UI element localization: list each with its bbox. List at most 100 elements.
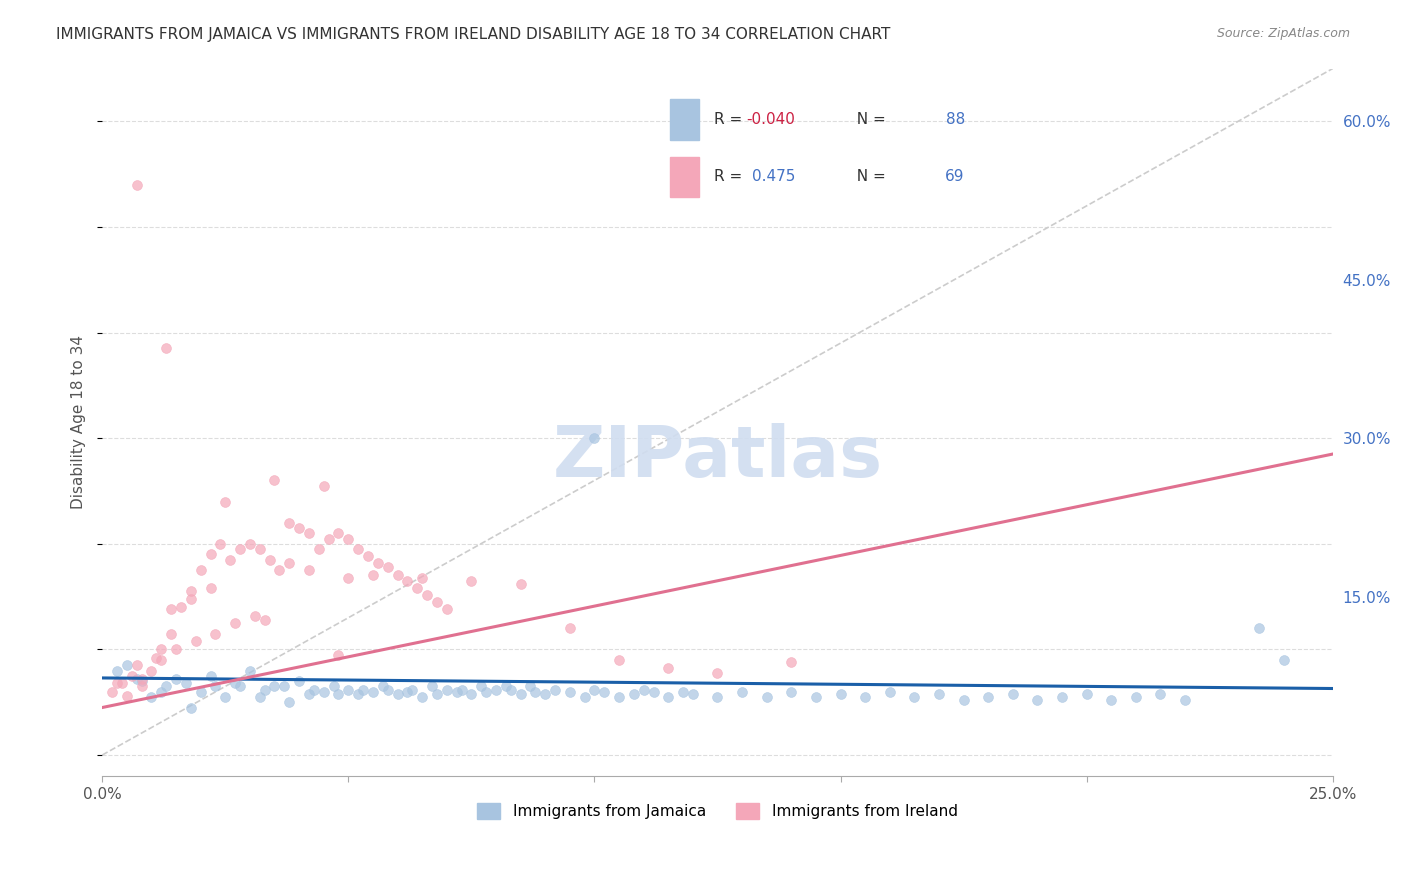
Point xyxy=(209,537,232,551)
Point xyxy=(583,682,606,697)
Point xyxy=(524,684,547,698)
Point xyxy=(1174,693,1197,707)
Point xyxy=(184,634,207,648)
Point xyxy=(308,542,330,557)
Point xyxy=(125,658,148,673)
Point xyxy=(509,687,531,701)
Point xyxy=(165,642,187,657)
Point xyxy=(347,687,370,701)
Point xyxy=(377,560,399,574)
Point xyxy=(657,690,679,704)
Point xyxy=(1272,653,1295,667)
Point xyxy=(623,687,645,701)
Point xyxy=(977,690,1000,704)
Point xyxy=(318,532,340,546)
Point xyxy=(105,676,128,690)
Point xyxy=(302,682,325,697)
Point xyxy=(928,687,950,701)
Point xyxy=(160,626,183,640)
Point xyxy=(105,664,128,678)
Point xyxy=(509,577,531,591)
Point xyxy=(131,680,153,694)
Point xyxy=(278,695,301,709)
Point xyxy=(298,526,321,541)
Point xyxy=(371,680,394,694)
Point xyxy=(534,687,557,701)
Point xyxy=(150,642,173,657)
Point xyxy=(411,571,433,585)
Text: Source: ZipAtlas.com: Source: ZipAtlas.com xyxy=(1216,27,1350,40)
Point xyxy=(253,613,276,627)
Point xyxy=(160,602,183,616)
Point xyxy=(150,653,173,667)
Point xyxy=(278,556,301,570)
Point xyxy=(682,687,704,701)
Point xyxy=(583,431,606,445)
Point xyxy=(657,661,679,675)
Point xyxy=(224,615,246,630)
Point xyxy=(357,549,380,564)
Point xyxy=(1125,690,1147,704)
Point xyxy=(643,684,665,698)
Point xyxy=(337,571,360,585)
Point xyxy=(416,587,439,601)
Point xyxy=(288,521,311,535)
Point xyxy=(558,684,581,698)
Point xyxy=(263,680,285,694)
Point xyxy=(337,682,360,697)
Point xyxy=(499,682,522,697)
Point xyxy=(387,568,409,582)
Point xyxy=(259,552,281,566)
Point xyxy=(239,664,262,678)
Point xyxy=(200,547,222,561)
Point xyxy=(239,537,262,551)
Point xyxy=(328,648,350,662)
Point xyxy=(115,658,138,673)
Point xyxy=(1001,687,1024,701)
Legend: Immigrants from Jamaica, Immigrants from Ireland: Immigrants from Jamaica, Immigrants from… xyxy=(471,797,963,825)
Point xyxy=(125,178,148,192)
Point xyxy=(361,568,384,582)
Point xyxy=(269,563,291,577)
Point xyxy=(328,526,350,541)
Point xyxy=(249,690,271,704)
Point xyxy=(125,672,148,686)
Point xyxy=(273,680,295,694)
Point xyxy=(111,676,134,690)
Point xyxy=(214,494,236,508)
Point xyxy=(253,682,276,697)
Point xyxy=(633,682,655,697)
Text: IMMIGRANTS FROM JAMAICA VS IMMIGRANTS FROM IRELAND DISABILITY AGE 18 TO 34 CORRE: IMMIGRANTS FROM JAMAICA VS IMMIGRANTS FR… xyxy=(56,27,890,42)
Point xyxy=(544,682,567,697)
Point xyxy=(180,591,202,606)
Point xyxy=(470,680,492,694)
Point xyxy=(155,342,177,356)
Point xyxy=(312,684,335,698)
Point xyxy=(312,479,335,493)
Point xyxy=(204,680,226,694)
Point xyxy=(165,672,187,686)
Point xyxy=(131,674,153,689)
Point xyxy=(853,690,876,704)
Point xyxy=(593,684,616,698)
Point xyxy=(229,542,252,557)
Point xyxy=(1076,687,1098,701)
Y-axis label: Disability Age 18 to 34: Disability Age 18 to 34 xyxy=(72,335,86,509)
Point xyxy=(495,680,517,694)
Point xyxy=(460,574,482,588)
Point xyxy=(361,684,384,698)
Point xyxy=(420,680,443,694)
Point xyxy=(263,474,285,488)
Point xyxy=(328,687,350,701)
Point xyxy=(460,687,482,701)
Point xyxy=(1247,621,1270,635)
Point xyxy=(145,651,167,665)
Point xyxy=(519,680,541,694)
Point xyxy=(190,563,212,577)
Point xyxy=(396,684,419,698)
Point xyxy=(406,581,429,595)
Point xyxy=(672,684,695,698)
Point xyxy=(780,655,803,669)
Point xyxy=(1149,687,1171,701)
Point xyxy=(558,621,581,635)
